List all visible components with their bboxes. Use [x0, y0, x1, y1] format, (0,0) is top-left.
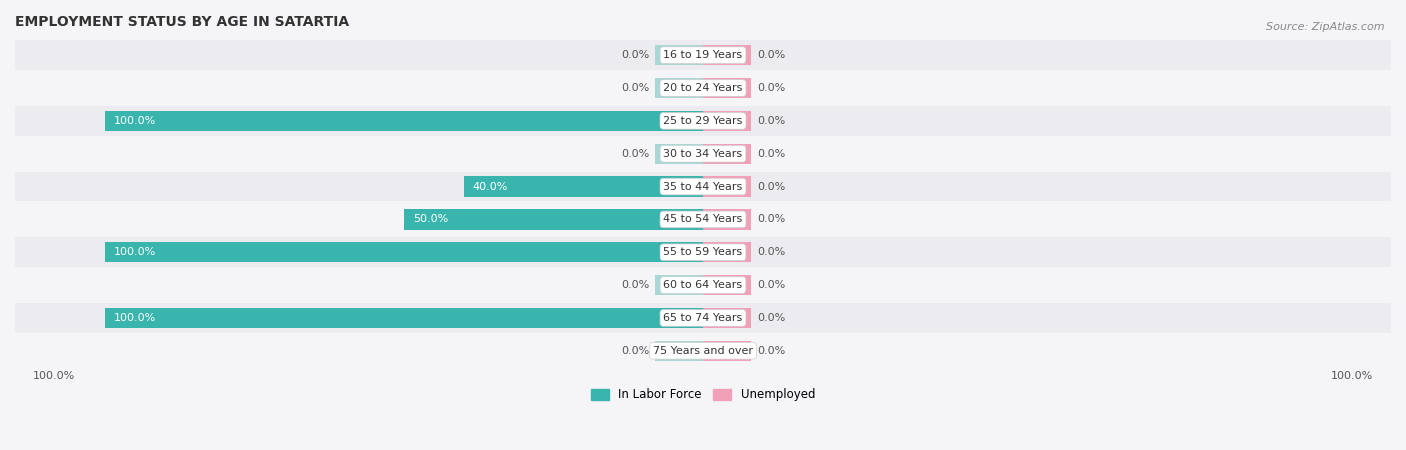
Bar — [703, 45, 751, 65]
Bar — [15, 336, 1391, 365]
Bar — [655, 275, 703, 295]
Text: 50.0%: 50.0% — [413, 214, 449, 225]
Legend: In Labor Force, Unemployed: In Labor Force, Unemployed — [586, 384, 820, 406]
Bar — [703, 144, 751, 164]
Text: 0.0%: 0.0% — [621, 280, 650, 290]
Text: 100.0%: 100.0% — [114, 313, 156, 323]
Text: 0.0%: 0.0% — [756, 214, 785, 225]
Text: 40.0%: 40.0% — [472, 181, 508, 192]
Text: 65 to 74 Years: 65 to 74 Years — [664, 313, 742, 323]
Bar — [703, 341, 751, 361]
Bar — [703, 111, 751, 131]
Text: 0.0%: 0.0% — [756, 313, 785, 323]
Bar — [655, 78, 703, 98]
Text: 100.0%: 100.0% — [32, 371, 75, 381]
Text: 0.0%: 0.0% — [621, 148, 650, 159]
Bar — [703, 176, 751, 197]
Bar — [104, 242, 703, 262]
Text: 0.0%: 0.0% — [756, 116, 785, 126]
Text: 0.0%: 0.0% — [621, 83, 650, 93]
Bar — [464, 176, 703, 197]
Bar — [15, 238, 1391, 267]
Bar — [104, 308, 703, 328]
Text: 35 to 44 Years: 35 to 44 Years — [664, 181, 742, 192]
Text: 0.0%: 0.0% — [756, 280, 785, 290]
Bar — [404, 209, 703, 230]
Text: 100.0%: 100.0% — [114, 116, 156, 126]
Text: 0.0%: 0.0% — [621, 50, 650, 60]
Bar — [15, 172, 1391, 201]
Text: 60 to 64 Years: 60 to 64 Years — [664, 280, 742, 290]
Bar — [15, 73, 1391, 103]
Bar — [655, 45, 703, 65]
Text: Source: ZipAtlas.com: Source: ZipAtlas.com — [1267, 22, 1385, 32]
Bar — [703, 275, 751, 295]
Bar — [655, 144, 703, 164]
Bar — [15, 270, 1391, 300]
Text: 0.0%: 0.0% — [756, 83, 785, 93]
Bar — [15, 303, 1391, 333]
Bar — [15, 205, 1391, 234]
Text: 55 to 59 Years: 55 to 59 Years — [664, 247, 742, 257]
Text: 0.0%: 0.0% — [756, 50, 785, 60]
Text: EMPLOYMENT STATUS BY AGE IN SATARTIA: EMPLOYMENT STATUS BY AGE IN SATARTIA — [15, 15, 349, 29]
Text: 0.0%: 0.0% — [756, 148, 785, 159]
Text: 20 to 24 Years: 20 to 24 Years — [664, 83, 742, 93]
Text: 25 to 29 Years: 25 to 29 Years — [664, 116, 742, 126]
Text: 0.0%: 0.0% — [621, 346, 650, 356]
Text: 0.0%: 0.0% — [756, 181, 785, 192]
Text: 100.0%: 100.0% — [1331, 371, 1374, 381]
Text: 100.0%: 100.0% — [114, 247, 156, 257]
Bar — [15, 139, 1391, 168]
Bar — [15, 40, 1391, 70]
Bar — [655, 341, 703, 361]
Bar — [703, 242, 751, 262]
Text: 45 to 54 Years: 45 to 54 Years — [664, 214, 742, 225]
Bar — [703, 209, 751, 230]
Text: 16 to 19 Years: 16 to 19 Years — [664, 50, 742, 60]
Text: 30 to 34 Years: 30 to 34 Years — [664, 148, 742, 159]
Text: 0.0%: 0.0% — [756, 247, 785, 257]
Text: 75 Years and over: 75 Years and over — [652, 346, 754, 356]
Bar — [703, 308, 751, 328]
Bar — [15, 106, 1391, 135]
Bar — [104, 111, 703, 131]
Text: 0.0%: 0.0% — [756, 346, 785, 356]
Bar — [703, 78, 751, 98]
